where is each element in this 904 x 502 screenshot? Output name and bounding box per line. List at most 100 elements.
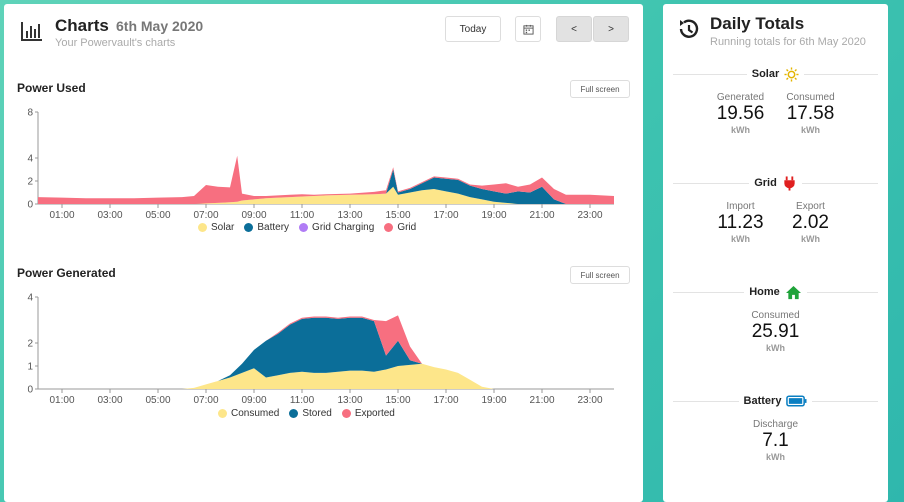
grid-import-label: Import: [726, 201, 755, 212]
power-used-legend-battery[interactable]: Battery: [244, 222, 289, 233]
charts-panel: Charts 6th May 2020 Your Powervault's ch…: [4, 4, 643, 502]
power-used-series-grid[interactable]: [38, 155, 614, 204]
calendar-button[interactable]: [515, 16, 541, 42]
power-generated-x-tick-label: 05:00: [145, 395, 170, 406]
battery-discharge-value: 7.1: [762, 430, 789, 451]
prev-day-button[interactable]: <: [556, 16, 592, 42]
power-used-y-tick-label: 2: [27, 177, 33, 188]
legend-swatch: [341, 409, 351, 418]
legend-label: Solar: [211, 222, 235, 233]
legend-swatch: [299, 223, 309, 232]
battery-header: Battery: [673, 393, 878, 409]
power-generated-x-tick-label: 09:00: [241, 395, 266, 406]
legend-swatch: [384, 223, 394, 232]
sun-icon: [784, 66, 799, 82]
solar-generated-unit: kWh: [731, 125, 750, 135]
power-used-y-tick-label: 4: [27, 154, 33, 165]
battery-icon: [786, 395, 807, 407]
power-used-x-tick-label: 19:00: [481, 210, 506, 221]
grid-import-value: 11.23: [717, 212, 764, 233]
home-consumed-unit: kWh: [766, 343, 785, 353]
home-consumed-label: Consumed: [751, 310, 800, 321]
power-generated-x-tick-label: 19:00: [481, 395, 506, 406]
grid-export-label: Export: [796, 201, 825, 212]
bar-chart-icon: [21, 22, 42, 41]
grid-export: Export 2.02 kWh: [782, 201, 840, 244]
history-icon: [679, 19, 699, 38]
legend-label: Stored: [302, 408, 332, 419]
power-used-legend-grid-charging[interactable]: Grid Charging: [299, 222, 374, 233]
power-used-x-tick-label: 09:00: [241, 210, 266, 221]
solar-generated-label: Generated: [716, 92, 765, 103]
grid-header: Grid: [673, 175, 878, 191]
solar-generated-value: 19.56: [716, 103, 765, 124]
legend-swatch: [198, 223, 207, 232]
power-generated-x-tick-label: 23:00: [577, 395, 602, 406]
home-header: Home: [673, 284, 878, 300]
power-used-x-tick-label: 01:00: [49, 210, 74, 221]
battery-discharge-label: Discharge: [752, 419, 799, 430]
legend-swatch: [289, 409, 299, 418]
power-generated-series-consumed[interactable]: [38, 363, 614, 389]
solar-consumed-label: Consumed: [786, 92, 835, 103]
solar-consumed-value: 17.58: [786, 103, 835, 124]
battery-discharge: Discharge 7.1 kWh: [736, 419, 816, 462]
home-icon: [785, 285, 801, 299]
legend-swatch: [218, 409, 227, 418]
power-generated-x-tick-label: 07:00: [193, 395, 218, 406]
power-used-y-tick-label: 0: [27, 200, 33, 211]
daily-totals-title: Daily Totals: [710, 14, 805, 33]
home-label: Home: [749, 286, 780, 298]
power-used-series-battery[interactable]: [38, 169, 614, 205]
power-generated-x-tick-label: 13:00: [337, 395, 362, 406]
power-used-x-tick-label: 05:00: [145, 210, 170, 221]
power-used-x-tick-label: 15:00: [385, 210, 410, 221]
page-title: Charts: [55, 16, 109, 35]
power-generated-title: Power Generated: [17, 266, 116, 280]
legend-label: Exported: [354, 408, 395, 419]
power-generated-fullscreen-button[interactable]: Full screen: [570, 266, 630, 284]
legend-label: Consumed: [231, 408, 280, 419]
power-generated-y-tick-label: 2: [27, 339, 33, 350]
battery-discharge-unit: kWh: [766, 452, 785, 462]
power-generated-y-tick-label: 1: [27, 362, 33, 373]
power-generated-legend-exported[interactable]: Exported: [341, 408, 395, 419]
solar-header: Solar: [673, 66, 878, 82]
power-used-fullscreen-button[interactable]: Full screen: [570, 80, 630, 98]
power-used-title: Power Used: [17, 81, 86, 95]
solar-consumed: Consumed 17.58 kWh: [782, 92, 840, 135]
power-generated-legend-stored[interactable]: Stored: [289, 408, 332, 419]
power-generated-y-tick-label: 4: [27, 293, 33, 304]
plug-icon: [784, 175, 795, 191]
home-consumed: Consumed 25.91 kWh: [736, 310, 816, 353]
solar-generated: Generated 19.56 kWh: [712, 92, 770, 135]
power-used-legend-solar[interactable]: Solar: [198, 222, 234, 233]
battery-section: Battery Discharge 7.1 kWh: [673, 393, 878, 462]
power-used-legend-grid[interactable]: Grid: [384, 222, 416, 233]
legend-swatch: [244, 223, 254, 232]
daily-totals-panel: Daily Totals Running totals for 6th May …: [663, 4, 888, 502]
power-generated-x-tick-label: 17:00: [433, 395, 458, 406]
battery-label: Battery: [743, 395, 782, 407]
today-button[interactable]: Today: [445, 16, 501, 42]
power-generated-x-tick-label: 11:00: [290, 395, 315, 406]
power-generated-x-tick-label: 15:00: [385, 395, 410, 406]
calendar-icon: [522, 24, 534, 35]
power-generated-x-tick-label: 21:00: [529, 395, 554, 406]
next-day-button[interactable]: >: [593, 16, 629, 42]
legend-label: Battery: [257, 222, 290, 233]
grid-import-unit: kWh: [731, 234, 750, 244]
home-section: Home Consumed 25.91 kWh: [673, 284, 878, 353]
daily-totals-subtitle: Running totals for 6th May 2020: [710, 36, 866, 48]
power-generated-series-stored[interactable]: [38, 317, 614, 389]
power-used-chart: 0 2 4 8 01:00 03:00 05:00 07:00 09:00 11:00 13:00 1…: [27, 108, 614, 221]
legend-label: Grid Charging: [312, 222, 375, 233]
power-generated-legend-consumed[interactable]: Consumed: [218, 408, 279, 419]
legend-label: Grid: [397, 222, 417, 233]
grid-section: Grid Import 11.23 kWh Export 2.02 kWh: [673, 175, 878, 244]
page-subtitle: Your Powervault's charts: [55, 37, 176, 49]
page-date: 6th May 2020: [116, 18, 204, 34]
power-used-y-tick-label: 8: [27, 108, 33, 119]
home-consumed-value: 25.91: [751, 321, 800, 342]
grid-export-value: 2.02: [792, 212, 829, 233]
